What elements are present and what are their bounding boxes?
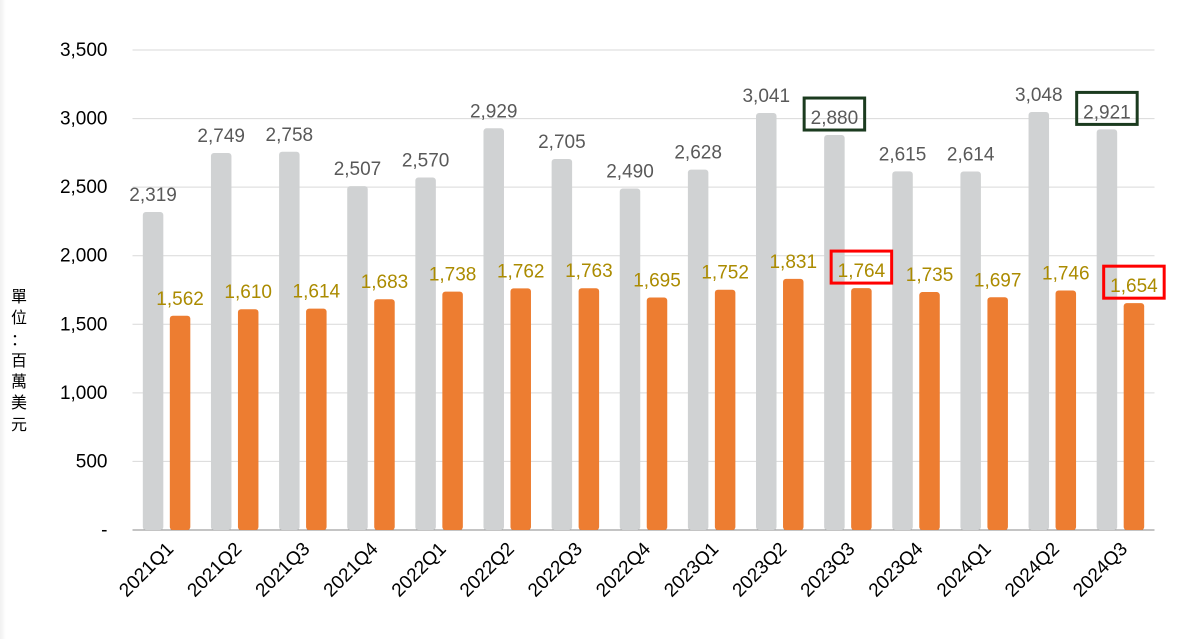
svg-text:1,735: 1,735 (906, 265, 954, 286)
svg-text:2021Q4: 2021Q4 (320, 538, 383, 601)
svg-text:2024Q1: 2024Q1 (933, 539, 996, 602)
svg-text:2024Q3: 2024Q3 (1069, 539, 1132, 602)
svg-text:2,615: 2,615 (879, 144, 927, 165)
svg-text:2,880: 2,880 (811, 108, 859, 129)
svg-text:2,000: 2,000 (60, 246, 108, 267)
svg-text:1,610: 1,610 (224, 282, 272, 303)
svg-text:2023Q2: 2023Q2 (729, 539, 792, 602)
svg-text:2,500: 2,500 (60, 177, 108, 198)
svg-text:2023Q1: 2023Q1 (660, 539, 723, 602)
svg-text:2,705: 2,705 (538, 132, 586, 153)
svg-text:2022Q3: 2022Q3 (524, 539, 587, 602)
svg-text:1,762: 1,762 (497, 261, 545, 282)
svg-text:2022Q1: 2022Q1 (388, 539, 451, 602)
svg-text:3,500: 3,500 (60, 40, 108, 61)
svg-text:1,683: 1,683 (361, 272, 409, 293)
svg-text:1,695: 1,695 (633, 271, 681, 292)
svg-text:2021Q2: 2021Q2 (184, 539, 247, 602)
svg-text:500: 500 (76, 451, 108, 472)
svg-text:2,921: 2,921 (1083, 102, 1131, 123)
svg-text:1,764: 1,764 (838, 261, 886, 282)
svg-text:2023Q4: 2023Q4 (865, 538, 928, 601)
svg-text:2,628: 2,628 (674, 143, 722, 164)
svg-text:1,752: 1,752 (701, 263, 749, 284)
svg-text:2,490: 2,490 (606, 162, 654, 183)
svg-text:1,763: 1,763 (565, 261, 613, 282)
svg-text:3,000: 3,000 (60, 109, 108, 130)
svg-text:2023Q3: 2023Q3 (797, 539, 860, 602)
svg-text:1,654: 1,654 (1110, 276, 1158, 297)
svg-text:2,758: 2,758 (266, 125, 314, 146)
svg-text:1,000: 1,000 (60, 383, 108, 404)
svg-text:-: - (101, 520, 107, 541)
svg-text:1,738: 1,738 (429, 265, 477, 286)
svg-text:2,570: 2,570 (402, 151, 450, 172)
svg-text:2,614: 2,614 (947, 145, 995, 166)
svg-text:2024Q2: 2024Q2 (1001, 539, 1064, 602)
svg-text:2,507: 2,507 (334, 159, 382, 180)
svg-text:3,048: 3,048 (1015, 85, 1063, 106)
svg-text:2022Q2: 2022Q2 (456, 539, 519, 602)
svg-text:1,697: 1,697 (974, 270, 1022, 291)
svg-text:1,746: 1,746 (1042, 264, 1090, 285)
svg-text:2021Q3: 2021Q3 (252, 539, 315, 602)
svg-text:1,831: 1,831 (769, 252, 817, 273)
svg-text:2,319: 2,319 (129, 185, 177, 206)
svg-text:3,041: 3,041 (742, 86, 790, 107)
svg-text:1,562: 1,562 (156, 289, 204, 310)
svg-text:1,500: 1,500 (60, 314, 108, 335)
svg-text:2,929: 2,929 (470, 101, 518, 122)
svg-text:2,749: 2,749 (197, 126, 245, 147)
svg-text:1,614: 1,614 (293, 282, 341, 303)
svg-text:2022Q4: 2022Q4 (592, 538, 655, 601)
svg-text:2021Q1: 2021Q1 (115, 539, 178, 602)
